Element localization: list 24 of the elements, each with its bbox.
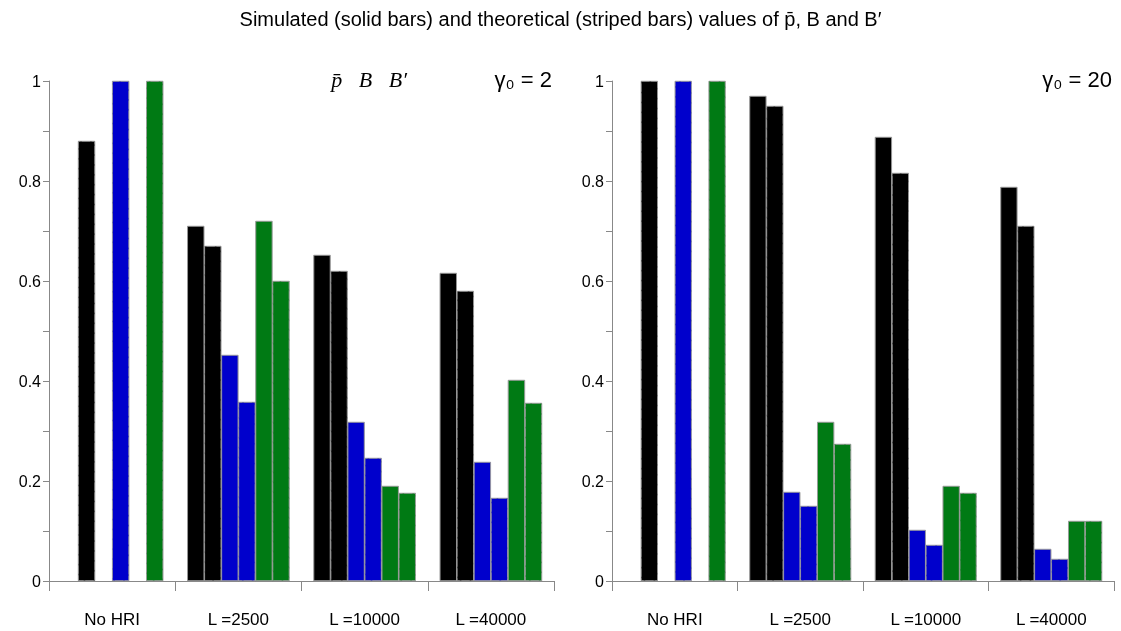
x-tick-label: No HRI [646,610,703,629]
y-tick-label: 0.4 [18,372,42,390]
y-tick-label: 0.6 [18,272,42,290]
x-tick-label: L =40000 [1015,610,1087,629]
y-tick-label: 1 [32,72,42,90]
annotation: γ₀ = 20 [1042,66,1113,92]
y-tick-label: 1 [595,72,605,90]
x-tick-label: L =40000 [455,610,527,629]
y-tick-label: 0.8 [18,172,42,190]
y-tick-label: 0.6 [581,272,605,290]
y-tick-label: 0.2 [18,472,42,490]
y-tick-label: 0.2 [581,472,605,490]
annotation: p̄ B B′ [329,66,409,92]
x-tick-label: L =2500 [769,610,831,629]
y-tick-label: 0.8 [581,172,605,190]
x-tick-label: L =2500 [207,610,270,629]
y-tick-label: 0.4 [581,372,605,390]
x-tick-label: L =10000 [329,610,400,629]
y-tick-label: 0 [32,572,42,590]
chart-title: Simulated (solid bars) and theoretical (striped bars) values of p̄, B and B′ [238,8,883,31]
y-tick-label: 0 [595,572,605,590]
x-tick-label: No HRI [84,610,140,629]
x-tick-label: L =10000 [890,610,962,629]
annotation: γ₀ = 2 [494,66,553,92]
